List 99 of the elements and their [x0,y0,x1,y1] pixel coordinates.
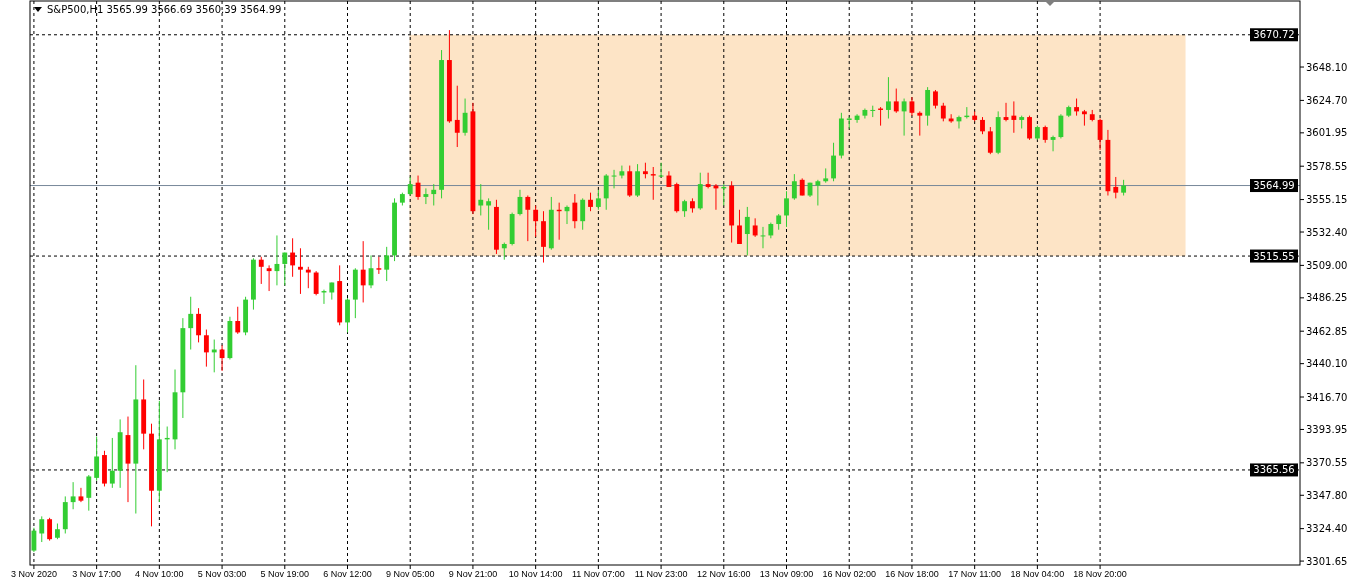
candlestick [407,176,413,197]
y-tick-label: 3416.70 [1306,391,1348,403]
candlestick [94,436,100,482]
candlestick [933,89,938,110]
candlestick [423,187,429,205]
candlestick [462,98,468,137]
candlestick [588,192,593,212]
ref-line-label: 3365.56 [1253,464,1295,476]
candlestick [870,105,876,118]
y-tick-label: 3440.10 [1306,358,1348,370]
y-tick-label: 3393.95 [1306,423,1348,435]
candlestick [737,209,742,245]
candlestick [886,76,891,120]
candlestick [901,98,907,137]
candlestick [188,296,194,351]
x-tick-label: 5 Nov 03:00 [197,569,247,579]
x-tick-label: 11 Nov 23:00 [634,569,688,579]
candlestick [70,481,76,510]
x-tick-label: 9 Nov 21:00 [448,569,498,579]
candlestick [1097,118,1103,151]
candlestick [658,162,664,178]
candlestick [752,217,758,238]
y-tick-label: 3324.40 [1306,523,1348,535]
candlestick [705,172,711,189]
candlestick [1113,176,1119,199]
candlestick [917,110,923,137]
ref-line-label: 3515.55 [1253,250,1295,262]
y-tick-label: 3370.55 [1306,457,1348,469]
candlestick [384,246,390,282]
y-tick-label: 3624.70 [1306,94,1348,106]
candlestick [595,189,601,211]
candlestick [454,85,460,148]
candlestick [486,197,492,231]
ref-line-label: 3670.72 [1253,29,1295,41]
candlestick [298,247,303,295]
candlestick [431,183,437,206]
x-tick-label: 3 Nov 2020 [10,569,57,579]
x-tick-label: 4 Nov 10:00 [135,569,184,579]
x-tick-label: 6 Nov 12:00 [323,569,372,579]
candlestick [744,206,750,256]
x-tick-label: 18 Nov 20:00 [1073,569,1127,579]
x-tick-label: 9 Nov 05:00 [385,569,435,579]
chart-title: S&P500,H1 3565.99 3566.69 3560.39 3564.99 [47,4,282,15]
candlestick [650,166,656,201]
y-tick-label: 3555.15 [1306,194,1348,206]
x-tick-label: 16 Nov 02:00 [822,569,876,579]
candlestick [235,306,241,335]
candlestick [360,240,366,303]
candlestick [603,173,609,211]
x-tick-label: 11 Nov 07:00 [571,569,625,579]
candlestick [572,193,578,229]
y-tick-label: 3462.85 [1306,325,1348,337]
candlestick [31,527,37,553]
y-tick-label: 3347.80 [1306,489,1348,501]
candlestick [831,142,836,182]
candlestick [376,256,382,275]
ref-line-label: 3564.99 [1253,180,1295,192]
y-tick-label: 3301.65 [1306,555,1348,567]
candlestick [305,266,311,289]
candlestick [196,307,201,343]
y-tick-label: 3648.10 [1306,61,1348,73]
candlestick [109,437,115,489]
x-tick-label: 5 Nov 19:00 [260,569,310,579]
candlestick [987,126,993,155]
candlestick [1011,100,1017,134]
candlestick [1058,113,1064,139]
x-tick-label: 16 Nov 18:00 [885,569,939,579]
candlestick [86,474,92,512]
y-tick-label: 3486.25 [1306,292,1348,304]
candlestick [791,173,797,201]
candlestick [266,264,272,292]
x-tick-label: 13 Nov 09:00 [759,569,814,579]
y-tick-label: 3509.00 [1306,259,1348,271]
candlestick [619,165,625,179]
x-tick-label: 10 Nov 14:00 [508,569,563,579]
candlestick [893,88,899,114]
candlestick [290,237,296,278]
candlestick [258,256,264,285]
candlestick [313,270,319,296]
candlestick [282,252,288,286]
y-tick-label: 3532.40 [1306,226,1348,238]
candlestick [533,204,539,238]
candlestick [580,197,586,231]
x-tick-label: 12 Nov 16:00 [697,569,751,579]
candlestick [345,297,350,333]
x-tick-label: 17 Nov 11:00 [948,569,1002,579]
candlestick [940,102,946,122]
candlestick [39,515,45,543]
x-tick-label: 18 Nov 04:00 [1010,569,1065,579]
x-tick-label: 3 Nov 17:00 [72,569,121,579]
candlestick [784,190,789,228]
candlestick [1027,115,1032,141]
candlestick [525,195,531,242]
candlestick [815,179,821,206]
candlestick [47,517,53,542]
candlestick [78,487,84,503]
y-tick-label: 3578.55 [1306,160,1348,172]
candlestick [203,329,209,368]
y-tick-label: 3601.95 [1306,127,1348,139]
